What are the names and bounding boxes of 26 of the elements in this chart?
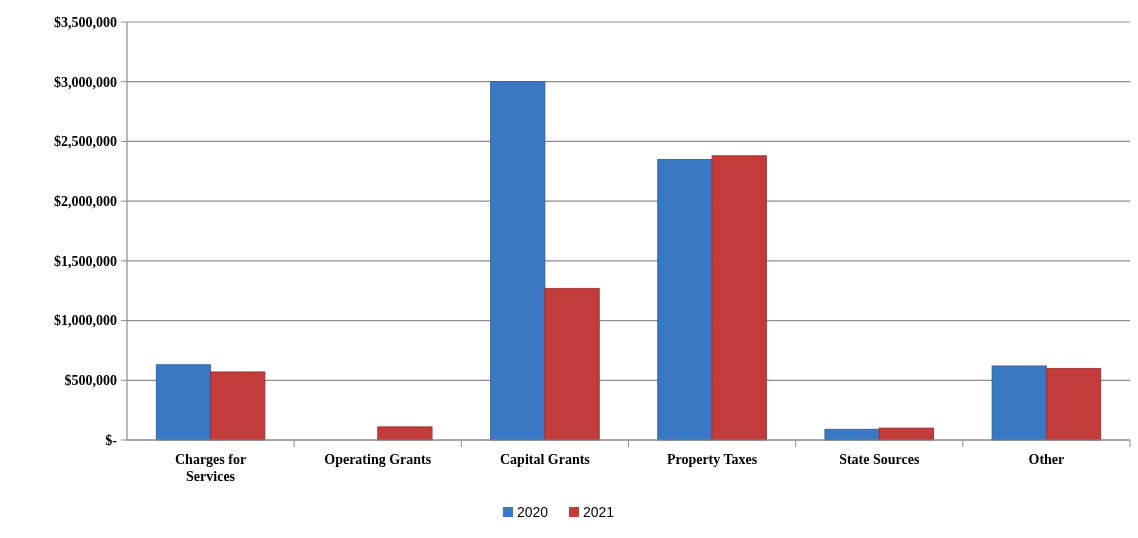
y-tick-label: $500,000 (64, 373, 117, 389)
y-tick-label: $2,500,000 (54, 134, 117, 150)
bar (155, 364, 211, 441)
bar (878, 427, 934, 441)
bar (657, 158, 713, 441)
bar (544, 287, 600, 441)
legend-label: 2021 (583, 503, 615, 520)
y-tick-label: $1,000,000 (54, 313, 117, 329)
y-tick-label: $1,500,000 (54, 253, 117, 269)
x-tick-label: Capital Grants (499, 452, 591, 467)
y-tick-label: $3,500,000 (54, 14, 117, 30)
bar (377, 426, 433, 441)
legend-label: 2020 (517, 503, 549, 520)
bar (210, 371, 266, 441)
bar (711, 155, 767, 441)
x-tick-label: Other (1028, 452, 1065, 467)
x-tick-label: Operating Grants (324, 452, 432, 467)
bar (1046, 367, 1102, 441)
x-tick-label: State Sources (839, 452, 920, 467)
bar (490, 81, 546, 441)
bar (991, 365, 1047, 441)
y-tick-label: $3,000,000 (54, 74, 117, 90)
x-tick-label: Property Taxes (666, 452, 758, 467)
x-tick-label: Charges for Services (175, 452, 247, 484)
y-tick-label: $2,000,000 (54, 194, 117, 210)
y-tick-label: $- (105, 432, 118, 448)
